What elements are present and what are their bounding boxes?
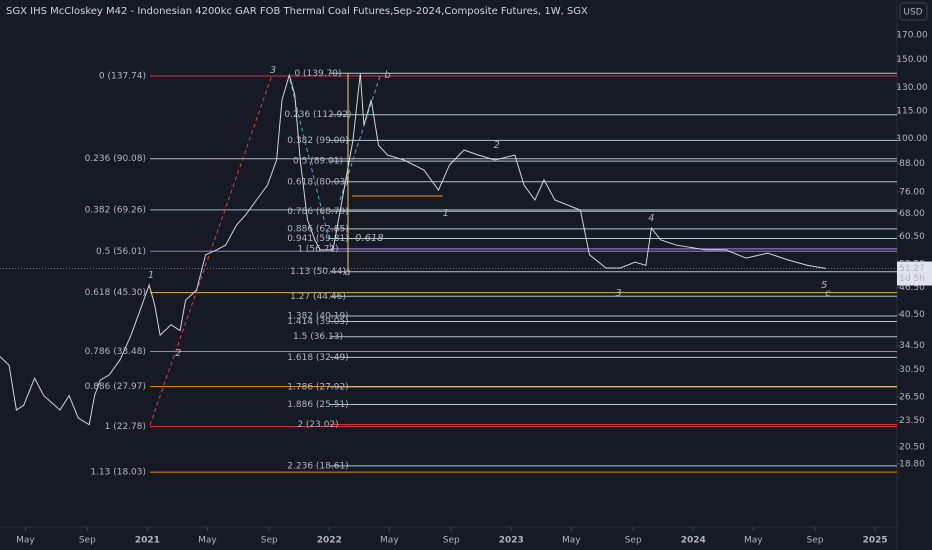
y-tick-label: 18.80: [899, 459, 925, 469]
wave-label: 3: [270, 65, 276, 76]
x-tick-label: May: [16, 536, 35, 546]
currency-button[interactable]: [899, 2, 928, 21]
fib-label: 0.5 (89.01): [293, 157, 343, 167]
y-tick-label: 40.50: [899, 310, 925, 320]
y-tick-label: 170.00: [896, 31, 928, 41]
x-tick-label: 2023: [499, 536, 524, 546]
y-tick-label: 100.00: [896, 134, 928, 144]
fib-label: 1.27 (44.46): [290, 292, 346, 302]
fib-label: 1.13 (18.03): [90, 468, 146, 478]
wave-label: 2: [175, 348, 181, 359]
fib-layer: 0 (137.74) 0.236 (90.08) 0.382 (69.26) 0.5 …: [85, 69, 897, 478]
y-tick-label: 130.00: [896, 83, 928, 93]
x-tick-label: May: [744, 536, 763, 546]
price-line: [0, 73, 827, 426]
y-tick-label: 60.50: [899, 232, 925, 242]
x-tick-label: 2025: [863, 536, 888, 546]
x-tick-label: Sep: [261, 536, 278, 546]
y-tick-label: 68.00: [899, 209, 925, 219]
y-tick-label: 34.50: [899, 341, 925, 351]
wave-label: b: [384, 70, 390, 81]
y-tick-label: 20.50: [899, 443, 925, 453]
y-tick-label: 46.50: [899, 283, 925, 293]
currency[interactable]: USD: [903, 8, 922, 18]
fib-label: 0.236 (112.92): [284, 110, 351, 120]
fib-label: 1.382 (40.19): [287, 311, 348, 321]
chart-title: SGX IHS McCloskey M42 - Indonesian 4200k…: [6, 6, 588, 17]
x-tick-label: Sep: [79, 536, 96, 546]
fib-label: 1.13 (50.44): [290, 267, 346, 277]
y-tick-label: 23.50: [899, 416, 925, 426]
x-tick-label: May: [380, 536, 399, 546]
fib-label: 1 (56.71): [297, 244, 338, 254]
y-tick-label: 115.00: [896, 107, 928, 117]
last-price-tag: [897, 261, 932, 286]
wave-label: c: [825, 288, 831, 299]
fib-label: 1 (22.78): [105, 422, 146, 432]
fib-label: 0.941 (59.81): [287, 234, 348, 244]
fib-label: 0.382 (99.00): [287, 136, 348, 146]
y-tick-label: 26.50: [899, 393, 925, 403]
series-layer: 3 1 2 b a 0.618 1 2 4 3 5c: [0, 65, 831, 426]
x-tick-label: May: [562, 536, 581, 546]
y-tick-label: 150.00: [896, 55, 928, 65]
y-tick-label: 76.00: [899, 187, 925, 197]
y-tick-label: 30.50: [899, 365, 925, 375]
fib-label: 1.414 (39.05): [287, 317, 348, 327]
fib-label: 1.886 (25.51): [287, 400, 348, 410]
fib-label: 0.236 (90.08): [85, 154, 146, 164]
wave-trendline: [149, 74, 273, 426]
x-tick-label: 2021: [135, 536, 160, 546]
wave-label: 4: [648, 213, 654, 224]
countdown: 1d 5h: [899, 274, 925, 284]
last-price: 51.27: [899, 264, 925, 274]
wave-label: 1: [443, 208, 449, 219]
fib-label: 1.5 (36.13): [293, 332, 343, 342]
fib-label: 0.786 (68.79): [287, 207, 348, 217]
x-tick-label: Sep: [443, 536, 460, 546]
fib-label: 0 (139.70): [294, 69, 341, 79]
x-tick-label: Sep: [625, 536, 642, 546]
wave-trendline: [289, 79, 333, 253]
wave-label: 2: [494, 140, 500, 151]
x-tick-label: 2022: [317, 536, 342, 546]
fib-label: 0.618 (45.30): [85, 288, 146, 298]
fib-label: 0.382 (69.26): [85, 205, 146, 215]
wave-trendline: [339, 75, 381, 201]
fib-label: 0.618 (80.03): [287, 177, 348, 187]
fib-label: 2.236 (18.61): [287, 461, 348, 471]
wave-label: 3: [615, 288, 621, 299]
fib-label: 0 (137.74): [99, 72, 146, 82]
fib-label: 2 (23.02): [297, 420, 338, 430]
x-tick-label: 2024: [681, 536, 706, 546]
fib-label: 0.5 (56.01): [96, 247, 146, 257]
y-tick-label: 88.00: [899, 159, 925, 169]
fib-label: 0.886 (62.85): [287, 224, 348, 234]
x-tick-label: Sep: [807, 536, 824, 546]
x-tick-label: May: [198, 536, 217, 546]
fib-label: 1.786 (27.92): [287, 382, 348, 392]
wave-label: 5: [821, 280, 827, 291]
fib-label: 1.618 (32.49): [287, 353, 348, 363]
fib-label: 0.886 (27.97): [85, 382, 146, 392]
wave-label: a: [344, 267, 350, 278]
wave-label: 1: [148, 270, 154, 281]
wave-label: 0.618: [355, 233, 384, 244]
fib-label: 0.786 (33.48): [85, 347, 146, 357]
